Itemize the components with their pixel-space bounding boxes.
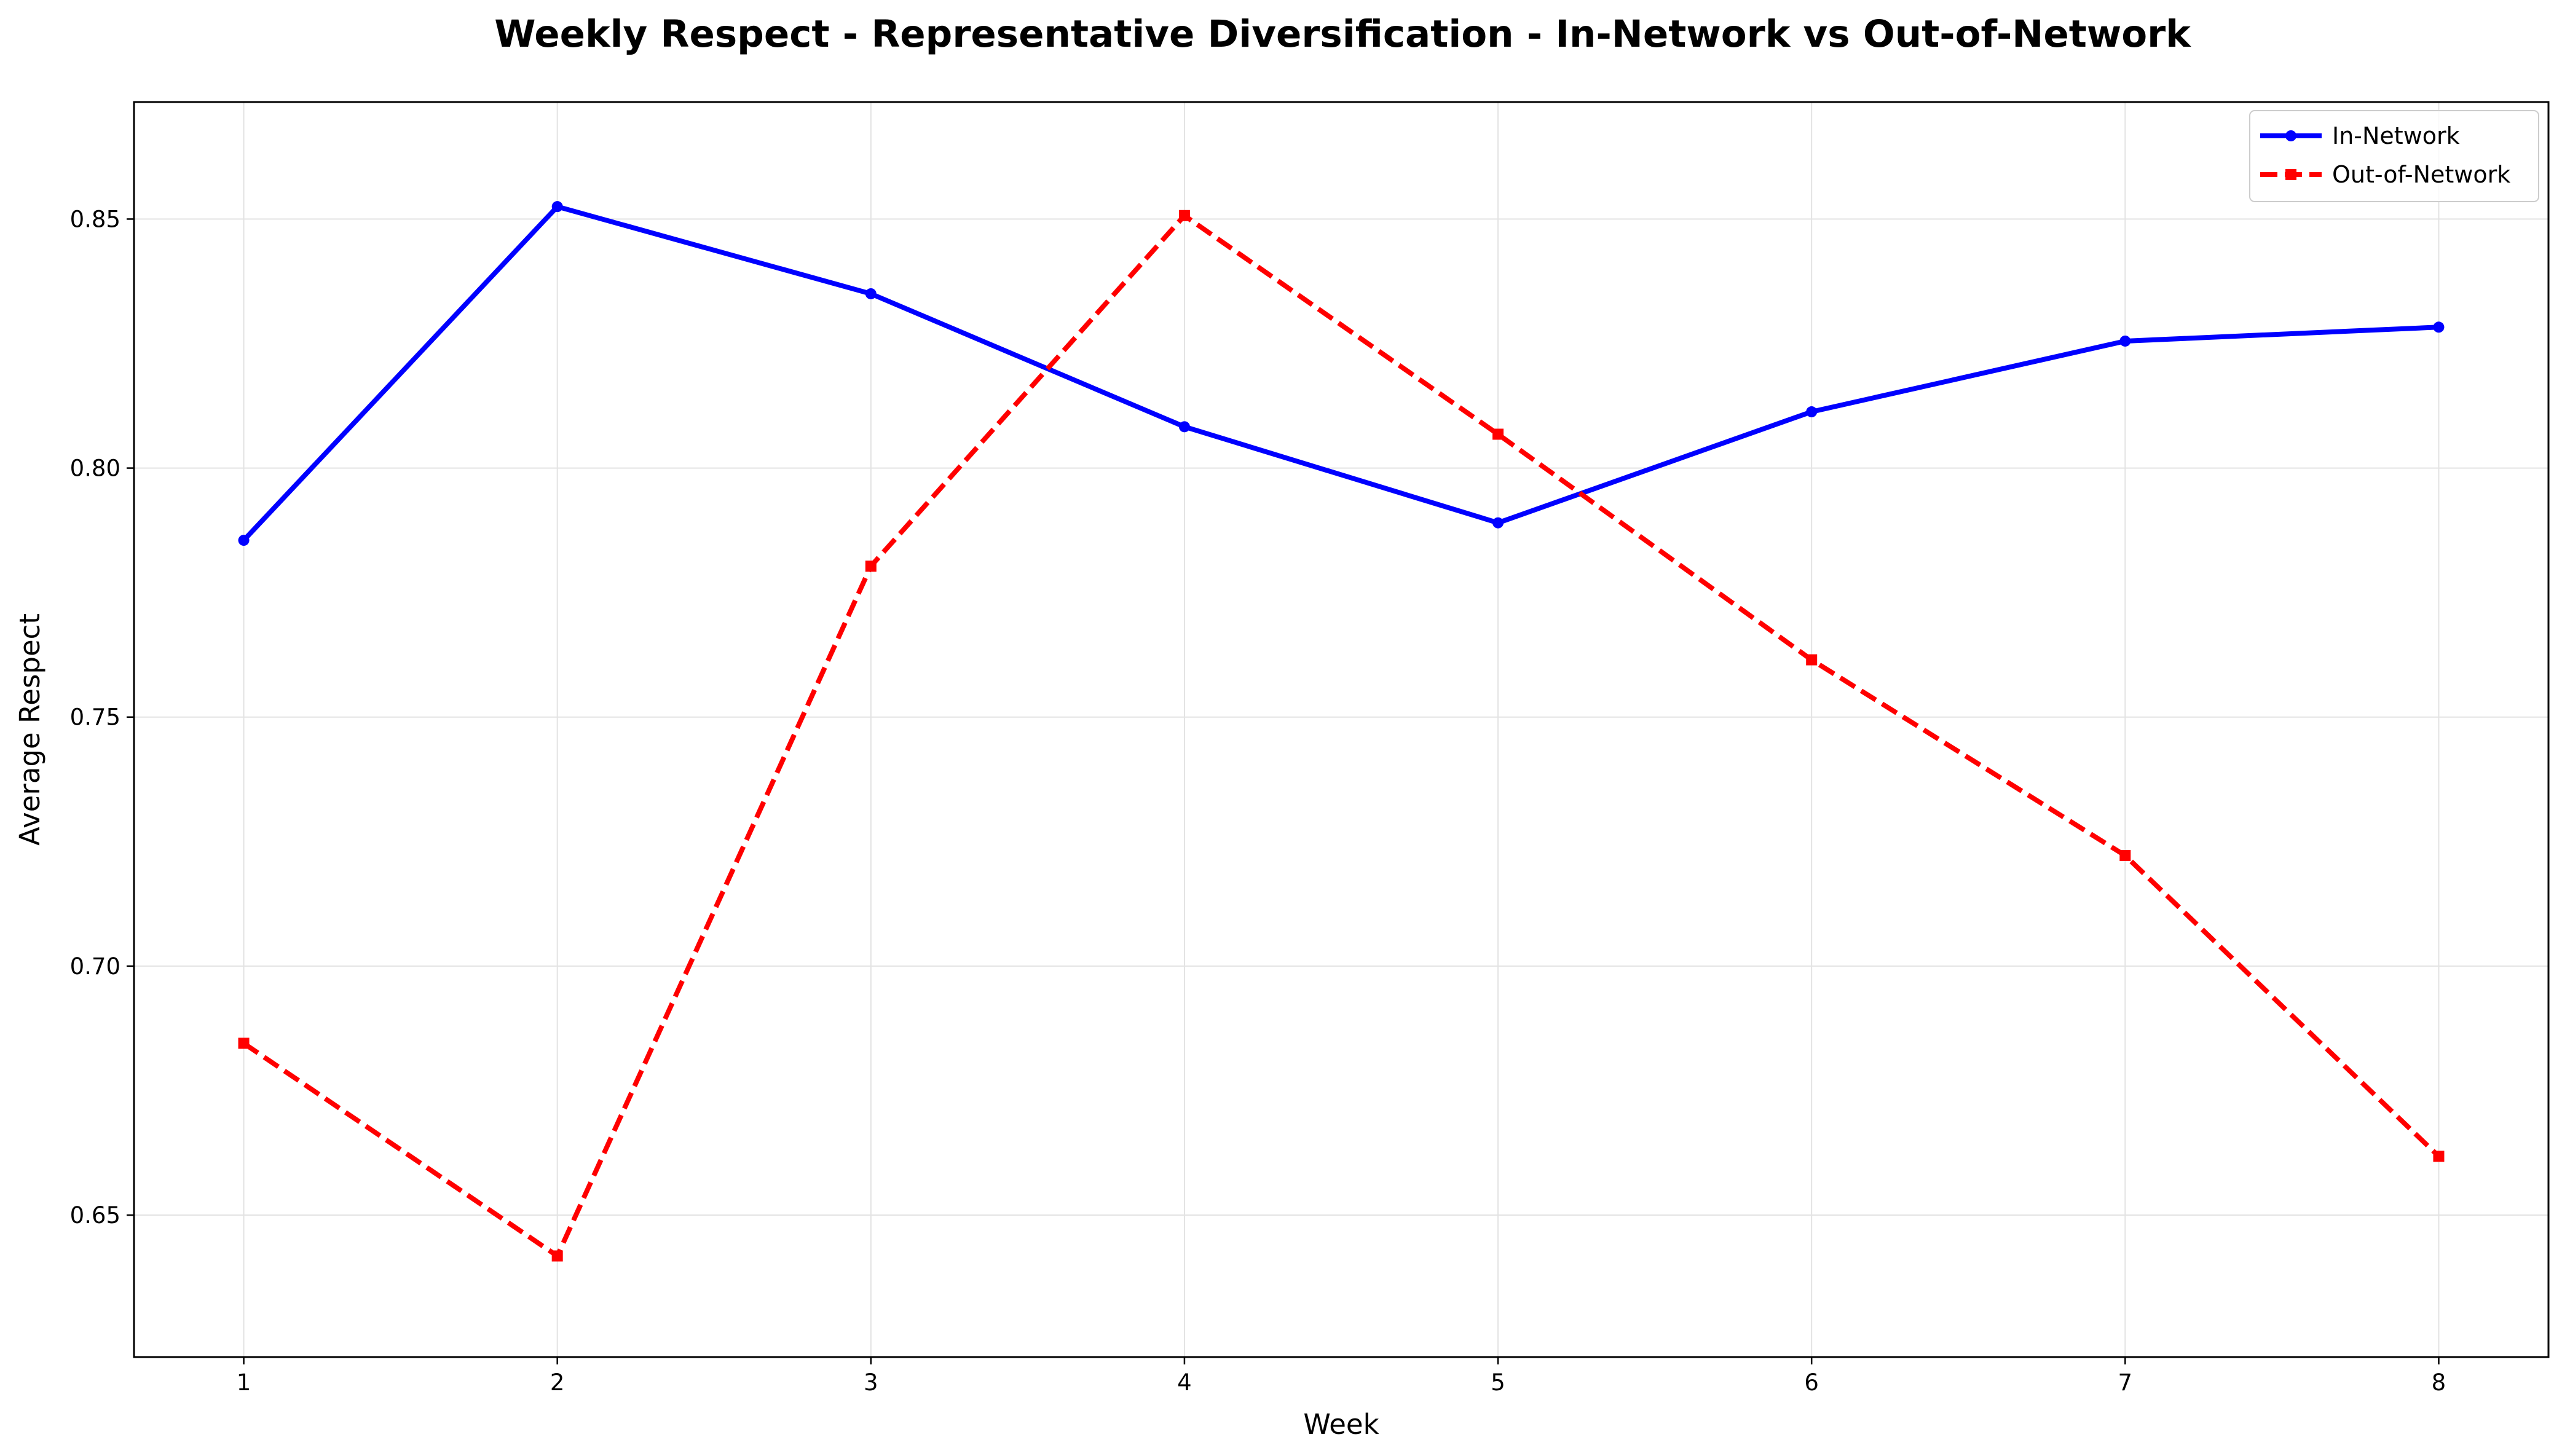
grid-lines	[134, 102, 2548, 1357]
x-axis-ticks: 1 2 3 4 5 6 7 8	[237, 1357, 2446, 1396]
legend-label-in-network: In-Network	[2332, 122, 2460, 149]
data-point-out-of-network	[2119, 850, 2131, 862]
x-tick-label: 8	[2432, 1369, 2446, 1396]
data-point-in-network	[238, 535, 250, 546]
x-axis-label: Week	[1303, 1408, 1379, 1441]
chart-title: Weekly Respect - Representative Diversif…	[494, 12, 2191, 56]
y-axis-label: Average Respect	[14, 613, 46, 846]
data-point-in-network	[2119, 335, 2131, 347]
series-group	[238, 201, 2445, 1262]
data-point-in-network	[1806, 406, 1818, 418]
y-axis-ticks: 0.65 0.70 0.75 0.80 0.85	[70, 206, 134, 1229]
x-tick-label: 5	[1491, 1369, 1505, 1396]
data-point-in-network	[1178, 421, 1190, 433]
x-tick-label: 6	[1804, 1369, 1819, 1396]
data-point-in-network	[1492, 517, 1504, 529]
plot-frame	[133, 101, 2550, 1358]
series-line-out-of-network	[242, 213, 2441, 1259]
y-tick-label: 0.80	[70, 455, 120, 482]
data-point-out-of-network	[1178, 210, 1190, 221]
y-tick-label: 0.70	[70, 953, 120, 980]
data-point-out-of-network	[2433, 1151, 2445, 1162]
legend-marker-in-network	[2285, 130, 2296, 141]
x-tick-label: 1	[237, 1369, 251, 1396]
x-tick-label: 3	[864, 1369, 878, 1396]
x-tick-label: 2	[550, 1369, 565, 1396]
y-tick-label: 0.65	[70, 1202, 120, 1229]
data-point-in-network	[865, 288, 877, 299]
data-point-in-network	[2433, 321, 2445, 333]
data-point-out-of-network	[1492, 428, 1504, 440]
legend-marker-out-of-network	[2285, 169, 2296, 180]
legend-label-out-of-network: Out-of-Network	[2332, 161, 2510, 188]
data-point-out-of-network	[865, 561, 877, 572]
x-tick-label: 7	[2118, 1369, 2133, 1396]
x-tick-label: 4	[1177, 1369, 1192, 1396]
series-line-in-network	[242, 204, 2439, 542]
data-point-out-of-network	[238, 1037, 250, 1049]
y-tick-label: 0.75	[70, 704, 120, 731]
legend-box	[2249, 110, 2539, 202]
data-point-out-of-network	[551, 1250, 563, 1262]
legend: In-Network Out-of-Network	[2249, 110, 2539, 202]
data-point-in-network	[551, 201, 563, 213]
y-tick-label: 0.85	[70, 206, 120, 232]
data-point-out-of-network	[1806, 654, 1818, 666]
